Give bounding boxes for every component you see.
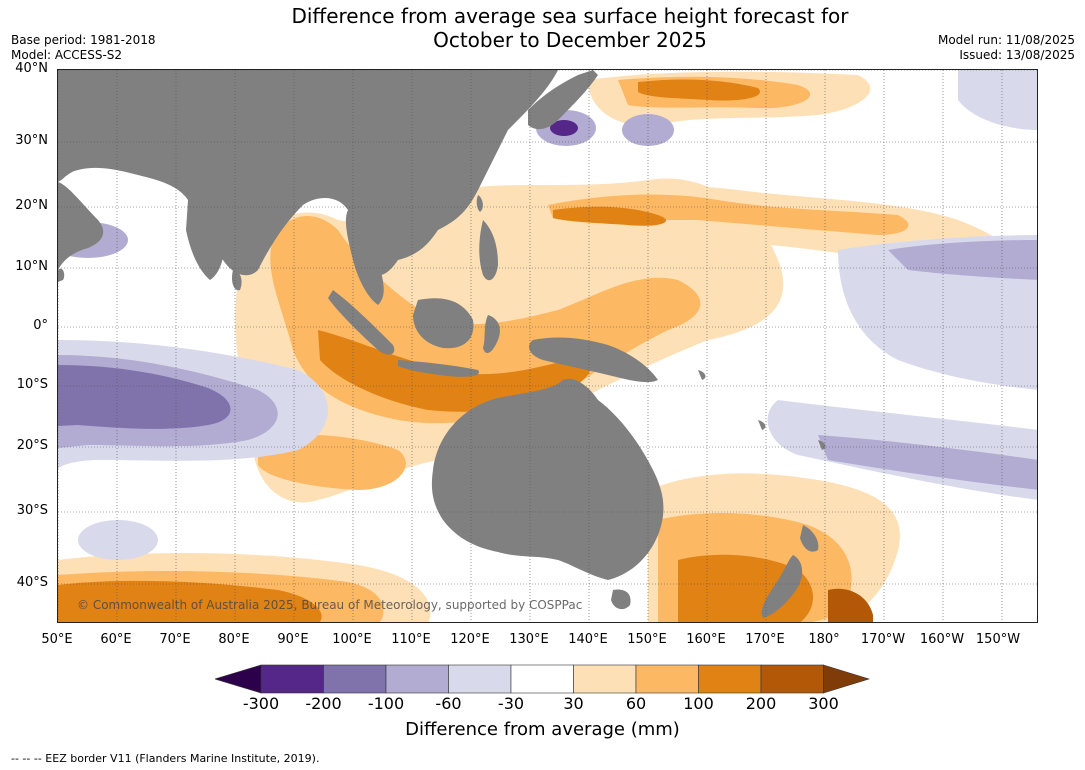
lon-label-180: 180° [808, 632, 840, 647]
colorbar-bin-1 [260, 664, 324, 694]
lon-label-170e: 170°E [745, 632, 785, 647]
colorbar-tick-minus-300: -300 [242, 694, 280, 713]
lon-label-160e: 160°E [686, 632, 726, 647]
colorbar-label: Difference from average (mm) [405, 719, 680, 740]
graticule [58, 70, 1037, 622]
land-java [398, 360, 479, 377]
land-sumatra [328, 290, 395, 355]
north-pacific-strong [553, 206, 667, 226]
land-japan [528, 70, 598, 130]
colorbar-bin-7 [635, 664, 699, 694]
land-philippines [479, 220, 498, 281]
lat-label-40s: 40°S [16, 575, 48, 590]
negative-indian-strong [58, 365, 231, 429]
colorbar-extend-low [215, 664, 262, 694]
land-sri-lanka [231, 270, 242, 291]
eez-footnote: -- -- -- EEZ border V11 (Flanders Marine… [11, 752, 320, 765]
colorbar-tick-300: 300 [808, 694, 839, 713]
lon-label-100e: 100°E [332, 632, 372, 647]
colorbar-tick-100: 100 [683, 694, 714, 713]
title-line-1: Difference from average sea surface heig… [291, 4, 849, 28]
colorbar-bin-3 [385, 664, 449, 694]
negative-north-pacific-east [958, 70, 1037, 130]
north-pacific-mid [548, 194, 909, 235]
tasman-very-strong [828, 588, 873, 622]
lat-label-40n: 40°N [15, 61, 48, 76]
land [58, 70, 826, 618]
negative-japan-core [550, 120, 578, 136]
land-indochina [345, 210, 384, 305]
land-new-guinea [529, 337, 658, 383]
map-svg [58, 70, 1037, 622]
colorbar [215, 664, 871, 694]
land-sulawesi [483, 315, 500, 354]
colorbar-bin-2 [323, 664, 387, 694]
copyright-notice: © Commonwealth of Australia 2025, Bureau… [77, 598, 583, 612]
land-tasmania [611, 589, 631, 610]
negative-south-pacific-mid [818, 435, 1037, 490]
colorbar-tick-30: 30 [563, 694, 584, 713]
title-line-2: October to December 2025 [433, 28, 707, 52]
lat-label-30s: 30°S [16, 503, 48, 518]
lon-label-80e: 80°E [218, 632, 250, 647]
land-indian-peninsula [186, 200, 224, 280]
lon-label-70e: 70°E [159, 632, 191, 647]
land-africa-horn [58, 268, 65, 282]
issued-date: Issued: 13/08/2025 [959, 48, 1075, 62]
land-new-zealand-south [761, 555, 803, 618]
south-indian-strong [58, 580, 322, 622]
lon-label-120e: 120°E [450, 632, 490, 647]
land-borneo [413, 298, 474, 349]
meta-right: Model run: 11/08/2025 Issued: 13/08/2025 [938, 33, 1075, 63]
lat-label-10n: 10°N [15, 259, 48, 274]
meta-left: Base period: 1981-2018 Model: ACCESS-S2 [11, 33, 156, 63]
land-australia [431, 378, 664, 580]
base-period: Base period: 1981-2018 [11, 33, 156, 47]
colorbar-bin-6 [573, 664, 637, 694]
negative-south-west [78, 520, 158, 560]
lat-label-20s: 20°S [16, 438, 48, 453]
colorbar-bin-4 [448, 664, 512, 694]
lon-label-140e: 140°E [568, 632, 608, 647]
colorbar-tick-minus-60: -60 [435, 694, 462, 713]
land-arabia [58, 182, 104, 270]
lon-label-60e: 60°E [100, 632, 132, 647]
colorbar-tick-minus-100: -100 [367, 694, 405, 713]
land-taiwan [476, 195, 483, 212]
lon-label-150w: 150°W [975, 632, 1021, 647]
colorbar-tick-200: 200 [745, 694, 777, 713]
lon-label-90e: 90°E [277, 632, 309, 647]
lon-label-110e: 110°E [391, 632, 431, 647]
lon-label-50e: 50°E [41, 632, 73, 647]
lat-label-0: 0° [33, 318, 48, 333]
model-run: Model run: 11/08/2025 [937, 33, 1075, 47]
lon-label-160w: 160°W [919, 632, 965, 647]
lon-label-150e: 150°E [627, 632, 667, 647]
lat-label-30n: 30°N [15, 133, 48, 148]
model-name: Model: ACCESS-S2 [11, 48, 123, 62]
lon-label-130e: 130°E [509, 632, 549, 647]
negative-pacific-mid [888, 240, 1037, 280]
kuroshio-strong [638, 79, 760, 101]
land-asia [58, 70, 558, 276]
colorbar-tick-60: 60 [625, 694, 647, 713]
colorbar-bin-5 [510, 664, 574, 694]
map-title: Difference from average sea surface heig… [0, 4, 1085, 52]
colorbar-bin-9 [760, 664, 824, 694]
map-panel [57, 69, 1038, 623]
land-new-zealand-north [800, 525, 819, 552]
colorbar-tick-minus-30: -30 [497, 694, 525, 713]
lon-label-170w: 170°W [860, 632, 906, 647]
lat-label-20n: 20°N [15, 198, 48, 213]
colorbar-extend-high [823, 664, 871, 694]
colorbar-bin-8 [698, 664, 762, 694]
positive-band-strong [318, 330, 591, 412]
lat-label-10s: 10°S [16, 377, 48, 392]
colorbar-tick-minus-200: -200 [305, 694, 342, 713]
